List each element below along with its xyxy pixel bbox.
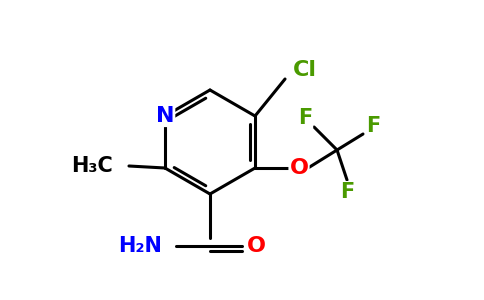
Text: F: F [298, 108, 312, 128]
Text: N: N [156, 106, 174, 126]
Text: O: O [246, 236, 266, 256]
Text: O: O [289, 158, 308, 178]
Text: F: F [340, 182, 354, 202]
Text: Cl: Cl [293, 60, 317, 80]
Text: H₃C: H₃C [71, 156, 113, 176]
Text: H₂N: H₂N [118, 236, 162, 256]
Text: F: F [366, 116, 380, 136]
